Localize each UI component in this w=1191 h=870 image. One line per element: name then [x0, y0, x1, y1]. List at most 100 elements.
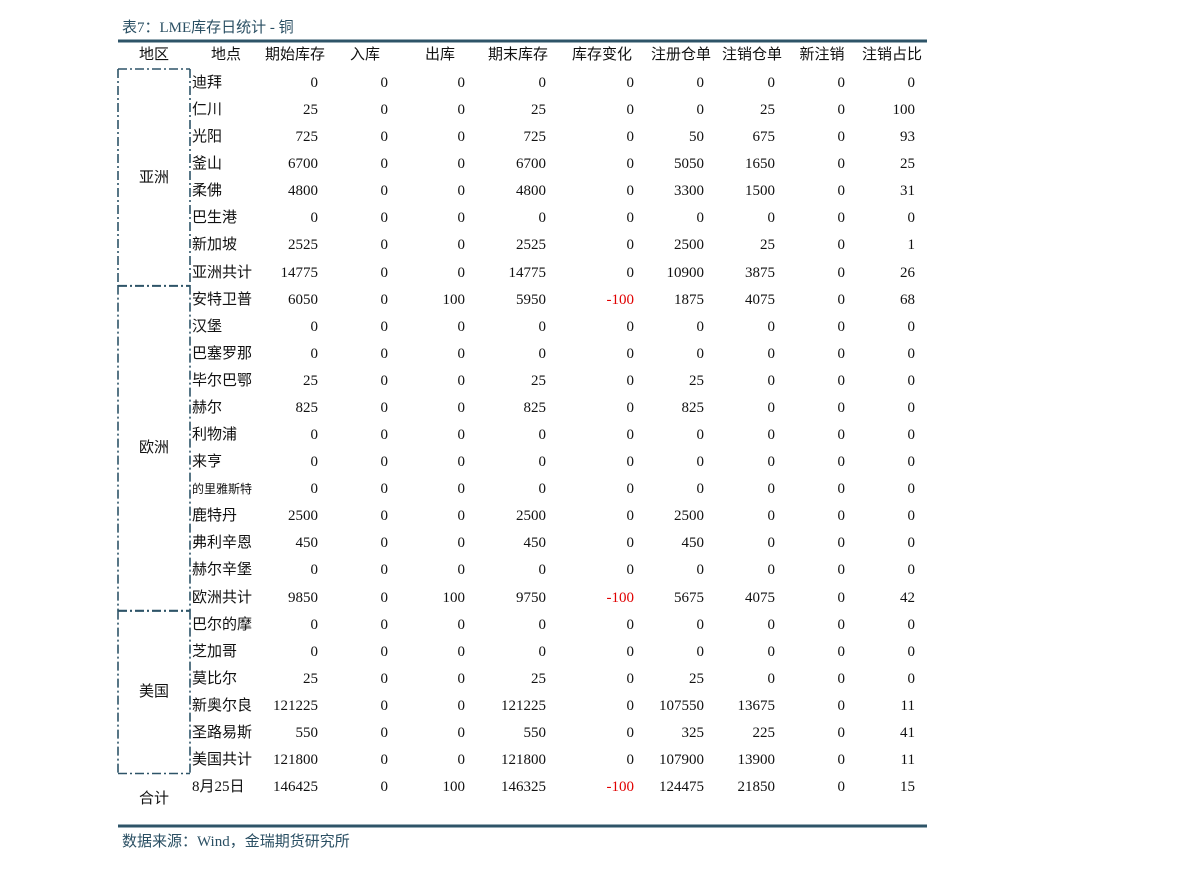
cell-value: 11 — [900, 697, 915, 714]
location: 莫比尔 — [192, 670, 238, 687]
cell-value: 0 — [380, 372, 389, 389]
location: 新加坡 — [192, 237, 238, 254]
cell-value: 0 — [538, 318, 547, 335]
cell-value: 11 — [900, 752, 915, 768]
cell-value: 0 — [457, 535, 466, 552]
cell-value: 0 — [457, 318, 466, 335]
location: 巴塞罗那 — [192, 345, 253, 362]
cell-value: 0 — [767, 372, 776, 389]
column-header: 期末库存 — [487, 47, 549, 63]
location: 美国共计 — [192, 752, 253, 768]
cell-value: 0 — [837, 210, 846, 227]
cell-value: 0 — [767, 643, 776, 660]
cell-value: 0 — [837, 183, 846, 200]
cell-value: 121225 — [501, 697, 546, 714]
cell-value: 0 — [380, 291, 389, 308]
column-header: 注销仓单 — [721, 47, 783, 63]
column-header: 地点 — [210, 47, 242, 63]
cell-value: 0 — [380, 779, 389, 796]
cell-value: 25 — [303, 102, 318, 119]
cell-value: 0 — [310, 481, 319, 498]
cell-value: 124475 — [659, 779, 704, 796]
cell-value: 0 — [837, 481, 846, 498]
cell-value: 0 — [380, 589, 389, 606]
cell-value: 0 — [837, 535, 846, 552]
cell-value: 0 — [457, 345, 466, 362]
cell-value: 0 — [626, 183, 635, 200]
cell-value: 5675 — [674, 589, 704, 606]
cell-value: 0 — [626, 318, 635, 335]
cell-value: 0 — [538, 643, 547, 660]
cell-value: 0 — [457, 156, 466, 173]
cell-value: 0 — [696, 643, 705, 660]
cell-value: -100 — [606, 779, 635, 796]
cell-value: 0 — [907, 562, 916, 579]
cell-value: 0 — [380, 481, 389, 498]
cell-value: 0 — [837, 724, 846, 741]
cell-value: 0 — [837, 616, 846, 633]
cell-value: 0 — [457, 697, 466, 714]
cell-value: 0 — [380, 697, 389, 714]
cell-value: 0 — [310, 454, 319, 471]
cell-value: 0 — [696, 481, 705, 498]
cell-value: 0 — [907, 345, 916, 362]
cell-value: 1875 — [674, 291, 704, 308]
cell-value: 725 — [523, 129, 547, 146]
cell-value: 0 — [380, 616, 389, 633]
cell-value: 107550 — [659, 697, 704, 714]
cell-value: 0 — [457, 724, 466, 741]
cell-value: 0 — [626, 752, 635, 768]
cell-value: 2525 — [288, 237, 318, 254]
cell-value: 0 — [310, 210, 319, 227]
cell-value: 0 — [457, 427, 466, 444]
cell-value: 0 — [837, 643, 846, 660]
location: 巴生港 — [192, 210, 238, 227]
cell-value: 450 — [295, 535, 319, 552]
cell-value: 0 — [767, 562, 776, 579]
cell-value: 0 — [626, 616, 635, 633]
column-header: 出库 — [424, 47, 456, 63]
cell-value: 0 — [380, 535, 389, 552]
cell-value: 0 — [767, 535, 776, 552]
cell-value: 100 — [892, 102, 916, 119]
cell-value: 2500 — [674, 237, 704, 254]
cell-value: 0 — [380, 318, 389, 335]
cell-value: 121225 — [273, 697, 318, 714]
cell-value: 0 — [626, 481, 635, 498]
cell-value: 0 — [907, 481, 916, 498]
cell-value: 0 — [538, 210, 547, 227]
cell-value: 0 — [907, 210, 916, 227]
cell-value: 25 — [531, 372, 546, 389]
cell-value: 0 — [837, 752, 846, 768]
cell-value: 0 — [626, 454, 635, 471]
cell-value: 100 — [442, 291, 466, 308]
cell-value: 0 — [310, 562, 319, 579]
cell-value: 0 — [310, 75, 319, 91]
cell-value: 0 — [380, 427, 389, 444]
cell-value: 9850 — [288, 589, 318, 606]
cell-value: 450 — [681, 535, 705, 552]
cell-value: 0 — [310, 616, 319, 633]
location: 迪拜 — [192, 75, 223, 91]
cell-value: 0 — [767, 670, 776, 687]
cell-value: 225 — [752, 724, 776, 741]
location: 来亨 — [192, 454, 223, 471]
cell-value: 25 — [303, 372, 318, 389]
cell-value: 100 — [442, 589, 466, 606]
cell-value: 325 — [681, 724, 705, 741]
cell-value: 0 — [457, 454, 466, 471]
location: 弗利辛恩 — [192, 535, 253, 552]
cell-value: 146425 — [273, 779, 318, 796]
cell-value: 0 — [538, 345, 547, 362]
cell-value: 0 — [626, 264, 635, 281]
cell-value: 0 — [907, 643, 916, 660]
cell-value: 0 — [380, 562, 389, 579]
cell-value: 0 — [696, 345, 705, 362]
cell-value: 0 — [837, 237, 846, 254]
cell-value: 0 — [457, 508, 466, 525]
cell-value: 0 — [380, 508, 389, 525]
cell-value: 825 — [681, 399, 705, 416]
location: 巴尔的摩 — [192, 616, 253, 633]
cell-value: 3300 — [674, 183, 704, 200]
cell-value: 0 — [837, 345, 846, 362]
